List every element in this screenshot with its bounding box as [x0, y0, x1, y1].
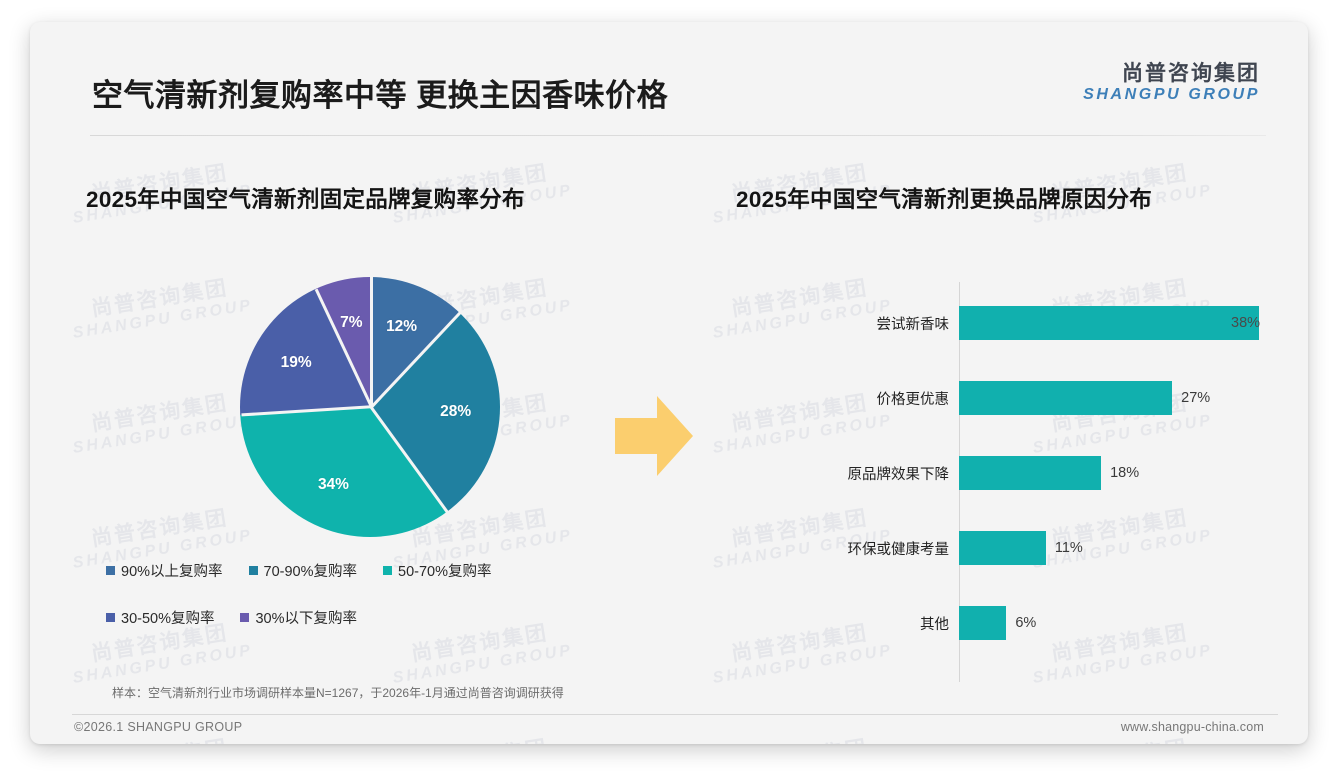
legend-label: 70-90%复购率: [263, 564, 358, 580]
legend-swatch-icon: [383, 566, 393, 575]
bar-track: 6%: [959, 606, 1281, 640]
footer-website[interactable]: www.shangpu-china.com: [1120, 720, 1264, 734]
slide-canvas: 尚普咨询集团 SHANGPU GROUP 尚普咨询集团 SHANGPU GROUP 尚普…: [30, 22, 1308, 744]
bar-category-label: 价格更优惠: [876, 391, 950, 408]
page-title: 空气清新剂复购率中等 更换主因香味价格: [92, 78, 669, 113]
bar-track: 38%: [959, 306, 1281, 340]
pie-chart: 12% 28% 34% 19% 7%: [240, 277, 500, 537]
bar-value-label: 38%: [1231, 315, 1261, 331]
flow-arrow-icon: [615, 392, 693, 480]
bar-value-label: 6%: [1015, 615, 1037, 631]
bar-value-label: 27%: [1181, 390, 1211, 406]
bar-fill[interactable]: [959, 606, 1007, 640]
bar-fill[interactable]: [959, 306, 1259, 340]
legend-item-3[interactable]: 30-50%复购率: [106, 607, 214, 628]
legend-item-0[interactable]: 90%以上复购率: [106, 560, 223, 581]
legend-swatch-icon: [106, 613, 115, 622]
bar-row: 环保或健康考量 11%: [736, 531, 1281, 565]
legend-swatch-icon: [240, 613, 250, 622]
bar-category-label: 尝试新香味: [876, 316, 950, 333]
header-divider: [90, 135, 1266, 136]
pie-legend: 90%以上复购率 70-90%复购率 50-70%复购率 30-50%复购率: [106, 560, 686, 654]
legend-item-1[interactable]: 70-90%复购率: [248, 560, 358, 581]
logo-text-cn: 尚普咨询集团: [1122, 62, 1260, 85]
slide-header: 空气清新剂复购率中等 更换主因香味价格 尚普咨询集团 SHANGPU GROUP: [30, 22, 1308, 118]
bar-row: 价格更优惠 27%: [736, 381, 1281, 415]
footer-copyright: ©2026.1 SHANGPU GROUP: [74, 720, 243, 734]
legend-label: 30-50%复购率: [121, 611, 215, 627]
legend-swatch-icon: [248, 566, 258, 575]
legend-label: 30%以下复购率: [255, 611, 358, 627]
legend-label: 90%以上复购率: [121, 564, 223, 580]
pie-slice-value: 12%: [386, 318, 418, 336]
bar-chart-panel: 2025年中国空气清新剂更换品牌原因分布 尝试新香味 38% 价格更优惠 27% 原品牌…: [736, 182, 1281, 682]
pie-chart-panel: 2025年中国空气清新剂固定品牌复购率分布 12% 28% 34% 19% 7% 90%…: [86, 182, 706, 682]
footer-divider: [72, 714, 1278, 715]
bar-chart-title: 2025年中国空气清新剂更换品牌原因分布: [736, 187, 1153, 212]
bar-fill[interactable]: [959, 456, 1102, 490]
bar-category-label: 环保或健康考量: [847, 541, 950, 558]
bar-row: 尝试新香味 38%: [736, 306, 1281, 340]
legend-item-2[interactable]: 50-70%复购率: [383, 560, 492, 581]
pie-slice-divider: [370, 277, 373, 407]
legend-label: 50-70%复购率: [398, 564, 492, 580]
bar-fill[interactable]: [959, 381, 1173, 415]
bar-row: 原品牌效果下降 18%: [736, 456, 1281, 490]
bar-fill[interactable]: [959, 531, 1046, 565]
legend-row: 30-50%复购率 30%以下复购率: [106, 607, 686, 628]
bar-track: 27%: [959, 381, 1281, 415]
bar-chart: 尝试新香味 38% 价格更优惠 27% 原品牌效果下降 18% 环保或健康考量 11% 其他 6%: [736, 282, 1281, 682]
slide-footer: ©2026.1 SHANGPU GROUP www.shangpu-china.…: [30, 720, 1308, 744]
bar-value-label: 18%: [1110, 465, 1140, 481]
pie-slice-value: 28%: [440, 403, 472, 421]
legend-item-4[interactable]: 30%以下复购率: [240, 607, 357, 628]
logo-text-en: SHANGPU GROUP: [1083, 86, 1260, 104]
pie-slice-value: 7%: [340, 314, 363, 332]
legend-row: 90%以上复购率 70-90%复购率 50-70%复购率: [106, 560, 686, 581]
brand-logo: 尚普咨询集团 SHANGPU GROUP: [1083, 62, 1260, 105]
bar-value-label: 11%: [1054, 540, 1083, 556]
pie-chart-title: 2025年中国空气清新剂固定品牌复购率分布: [86, 187, 525, 212]
bar-category-label: 原品牌效果下降: [847, 466, 950, 483]
bar-track: 18%: [959, 456, 1281, 490]
bar-track: 11%: [959, 531, 1281, 565]
sample-footnote: 样本：空气清新剂行业市场调研样本量N=1267，于2026年-1月通过尚普咨询调…: [112, 686, 564, 700]
pie-slice-value: 19%: [280, 354, 312, 372]
bar-row: 其他 6%: [736, 606, 1281, 640]
legend-swatch-icon: [106, 566, 115, 575]
bar-category-label: 其他: [920, 616, 949, 633]
pie-slice-value: 34%: [317, 475, 349, 493]
